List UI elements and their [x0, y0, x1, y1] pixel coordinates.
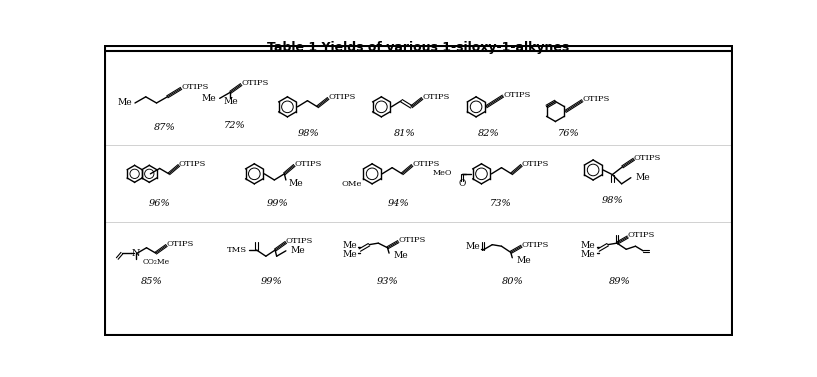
- Text: Me: Me: [289, 179, 304, 188]
- Text: OTIPS: OTIPS: [286, 237, 313, 245]
- Text: OTIPS: OTIPS: [503, 90, 530, 98]
- Text: 89%: 89%: [609, 277, 631, 286]
- Text: Me: Me: [394, 251, 408, 260]
- Text: O: O: [458, 179, 466, 188]
- Text: N: N: [132, 249, 140, 257]
- Text: OTIPS: OTIPS: [634, 154, 661, 162]
- Text: 73%: 73%: [490, 199, 511, 208]
- Text: Table 1 Yields of various 1-siloxy-1-alkynes: Table 1 Yields of various 1-siloxy-1-alk…: [267, 41, 569, 54]
- Text: Me: Me: [636, 173, 650, 182]
- Text: Me: Me: [291, 246, 305, 255]
- Text: OTIPS: OTIPS: [399, 236, 426, 244]
- Text: OTIPS: OTIPS: [241, 79, 269, 87]
- Text: OTIPS: OTIPS: [521, 160, 549, 168]
- Text: OTIPS: OTIPS: [422, 93, 449, 101]
- Text: 99%: 99%: [261, 277, 283, 286]
- Text: 80%: 80%: [502, 277, 523, 286]
- Text: 98%: 98%: [601, 196, 623, 205]
- Text: 81%: 81%: [394, 129, 415, 138]
- Text: OTIPS: OTIPS: [294, 160, 322, 168]
- Text: Me: Me: [118, 98, 132, 107]
- Text: OTIPS: OTIPS: [583, 95, 609, 103]
- Text: 72%: 72%: [224, 121, 246, 130]
- Text: CO₂Me: CO₂Me: [143, 258, 170, 267]
- Text: Me: Me: [202, 94, 217, 103]
- Text: OTIPS: OTIPS: [181, 83, 208, 91]
- Text: 76%: 76%: [557, 129, 579, 138]
- Text: 98%: 98%: [297, 129, 319, 138]
- Text: Me: Me: [342, 241, 357, 250]
- Text: OTIPS: OTIPS: [627, 231, 655, 239]
- Text: 82%: 82%: [478, 129, 500, 138]
- Text: 96%: 96%: [149, 199, 171, 208]
- Text: 93%: 93%: [377, 277, 399, 286]
- Text: Me: Me: [342, 250, 357, 259]
- Text: OTIPS: OTIPS: [179, 160, 206, 168]
- Text: Me: Me: [466, 242, 480, 251]
- Text: 85%: 85%: [141, 277, 163, 286]
- Text: MeO: MeO: [433, 169, 452, 177]
- Text: OTIPS: OTIPS: [167, 240, 194, 248]
- Text: Me: Me: [581, 250, 596, 259]
- Text: OMe: OMe: [342, 180, 362, 188]
- Text: Me: Me: [517, 256, 532, 265]
- Text: TMS: TMS: [226, 246, 247, 254]
- Text: Me: Me: [581, 241, 596, 250]
- Text: 99%: 99%: [266, 199, 288, 208]
- Text: 94%: 94%: [387, 199, 409, 208]
- Text: OTIPS: OTIPS: [328, 93, 355, 101]
- Text: Me: Me: [223, 97, 238, 106]
- Text: OTIPS: OTIPS: [521, 241, 549, 249]
- Text: OTIPS: OTIPS: [412, 160, 440, 168]
- Text: 87%: 87%: [154, 123, 175, 132]
